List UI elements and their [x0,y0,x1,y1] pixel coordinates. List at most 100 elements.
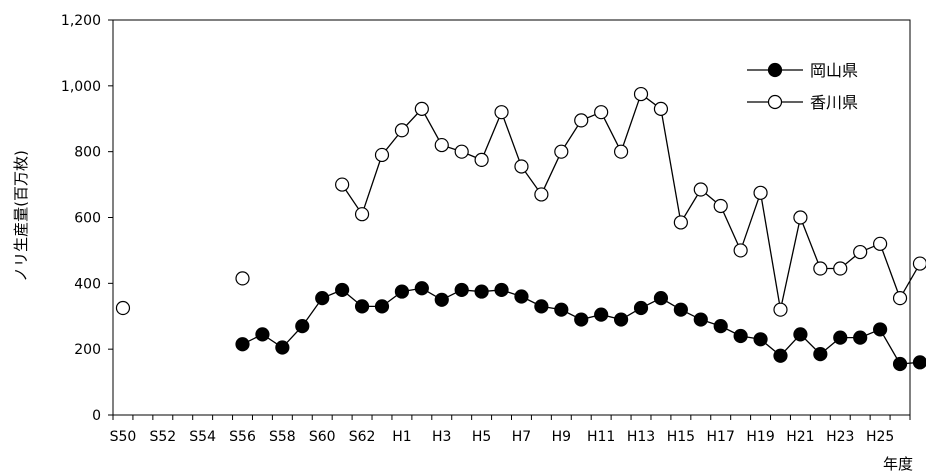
data-point-kagawa [773,302,788,317]
x-tick-label: H9 [552,429,571,445]
data-point-kagawa [633,86,649,102]
legend-marker-kagawa [767,94,783,110]
data-point-okayama [295,319,310,334]
data-point-kagawa [793,210,808,225]
data-point-kagawa [394,123,410,138]
data-point-okayama [912,355,926,370]
data-point-kagawa [454,144,469,159]
data-point-okayama [275,340,290,355]
data-point-kagawa [335,177,350,192]
data-point-kagawa [594,105,609,120]
data-point-okayama [773,348,788,363]
data-point-okayama [892,356,908,372]
data-point-kagawa [673,215,688,230]
data-point-okayama [574,312,589,327]
data-point-kagawa [813,261,828,276]
x-tick-label: H25 [866,429,894,445]
data-point-okayama [255,327,270,342]
x-tick-label: S58 [269,429,296,445]
y-axis-title: ノリ生産量(百万枚) [12,150,30,282]
data-point-kagawa [434,137,449,153]
x-tick-label: S50 [110,429,137,445]
data-point-okayama [753,332,768,347]
x-tick-label: S62 [349,429,376,445]
plot-frame [112,19,911,416]
x-tick-label: S60 [309,429,336,445]
x-tick-label: H15 [667,429,695,445]
data-point-kagawa [514,159,529,174]
series-points [115,86,926,372]
data-point-kagawa [414,101,429,116]
data-point-okayama [733,328,748,344]
x-axis: S50 S52 S54 S56 S58 S60 S62 H1 H3 H5 H7 H9 H11 H13 H15… [110,415,911,445]
data-point-kagawa [693,182,708,197]
data-point-okayama [414,281,429,296]
data-point-kagawa [853,244,868,260]
x-tick-label: H23 [826,429,854,445]
x-tick-label: H11 [587,429,615,445]
data-point-okayama [594,307,609,322]
x-tick-label: H7 [512,429,531,445]
y-tick-label: 0 [92,408,101,424]
series-line-kagawa [341,93,921,310]
plot-axes [112,19,911,416]
data-point-okayama [394,284,410,299]
data-point-okayama [474,284,489,299]
y-tick-label: 200 [74,342,101,358]
x-tick-label: S56 [229,429,256,445]
x-tick-label: H21 [786,429,814,445]
data-point-kagawa [733,243,748,258]
data-point-kagawa [833,261,848,276]
data-point-kagawa [235,271,250,286]
data-point-kagawa [912,256,926,271]
data-point-okayama [315,291,330,306]
legend-label-okayama: 岡山県 [810,61,858,80]
x-tick-label: H13 [627,429,655,445]
y-tick-label: 600 [74,211,101,227]
data-point-okayama [235,337,250,352]
data-point-okayama [713,319,728,334]
x-tick-label: H3 [432,429,451,445]
data-point-kagawa [653,101,669,116]
data-point-okayama [374,299,390,314]
data-point-okayama [813,347,828,362]
data-point-kagawa [713,198,728,214]
x-tick-label: H17 [707,429,735,445]
data-point-kagawa [574,113,589,128]
data-point-kagawa [554,144,569,159]
data-point-okayama [793,327,808,342]
y-tick-label: 1,200 [61,13,101,29]
data-point-kagawa [474,152,489,167]
data-point-okayama [494,282,509,298]
data-point-okayama [833,330,848,345]
data-point-okayama [335,282,350,298]
data-point-okayama [613,312,629,327]
legend-label-kagawa: 香川県 [810,93,858,112]
data-point-okayama [653,291,669,306]
data-point-okayama [853,330,868,345]
data-point-okayama [514,289,529,304]
data-point-okayama [873,322,888,337]
legend-marker-okayama [767,62,783,78]
x-axis-title: 年度 [883,455,913,473]
data-point-okayama [434,292,449,307]
data-point-kagawa [753,185,768,200]
y-tick-label: 800 [74,145,101,161]
y-tick-label: 1,000 [61,79,101,95]
data-point-kagawa [115,300,131,316]
y-axis: 0 200 400 600 800 1,000 1,200 [61,13,113,424]
data-point-kagawa [354,207,370,222]
data-point-okayama [693,312,708,327]
data-point-okayama [534,299,549,314]
x-tick-label: H1 [392,429,411,445]
data-point-okayama [454,282,469,298]
data-point-kagawa [613,144,629,159]
data-point-kagawa [374,147,390,163]
data-point-kagawa [534,187,549,202]
data-point-okayama [673,302,688,317]
data-point-okayama [554,302,569,317]
data-point-okayama [354,299,370,314]
y-tick-label: 400 [74,276,101,292]
